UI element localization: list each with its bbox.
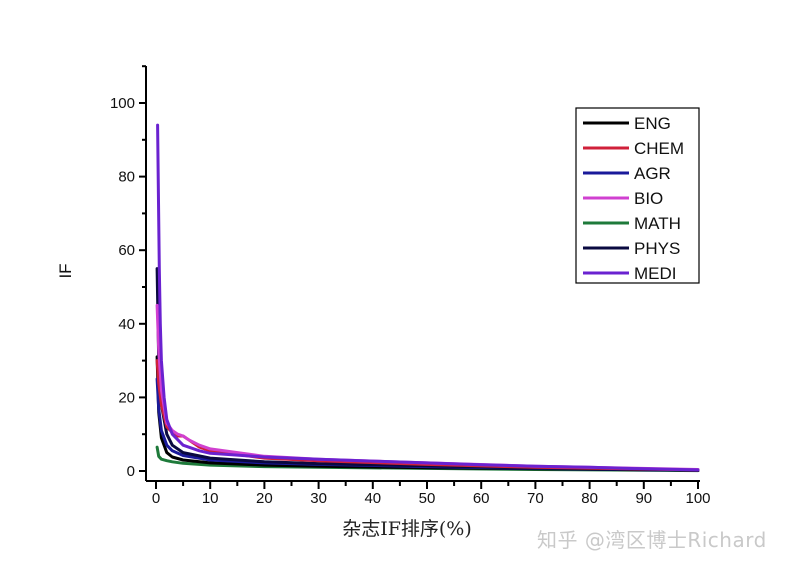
x-tick-label: 100 [685,490,710,507]
legend-label-math: MATH [634,214,681,233]
plot-lines [155,123,700,473]
axes: 0 20 40 60 80 100 0 10 20 30 40 50 60 70 80 90 100 [110,65,711,507]
legend-label-eng: ENG [634,114,671,133]
legend-label-medi: MEDI [634,264,677,283]
x-tick-label: 40 [364,490,381,507]
y-tick-label: 100 [110,95,135,112]
x-tick-label: 10 [202,490,219,507]
legend-box [575,107,700,284]
x-tick-label: 20 [256,490,273,507]
series-line-bio [155,303,700,471]
x-axis-title: 杂志IF排序(%) [342,518,472,540]
y-tick-label: 60 [118,242,135,259]
x-tick-label: 0 [152,490,160,507]
y-axis-title: IF [56,263,75,278]
series-line-phys [155,267,700,472]
x-tick-label: 90 [635,490,652,507]
series-line-medi [156,123,700,472]
y-tick-label: 20 [118,389,135,406]
x-tick-label: 50 [419,490,436,507]
legend-label-phys: PHYS [634,239,680,258]
x-tick-label: 60 [473,490,490,507]
legend: ENG CHEM AGR BIO MATH PHYS MEDI [575,107,700,284]
legend-label-bio: BIO [634,189,663,208]
watermark: 知乎 @湾区博士Richard [537,528,767,552]
x-tick-label: 70 [527,490,544,507]
x-tick-label: 30 [310,490,327,507]
y-tick-label: 0 [127,463,135,480]
y-tick-label: 40 [118,316,135,333]
legend-label-chem: CHEM [634,139,684,158]
x-tick-label: 80 [581,490,598,507]
legend-label-agr: AGR [634,164,671,183]
y-tick-label: 80 [118,169,135,186]
